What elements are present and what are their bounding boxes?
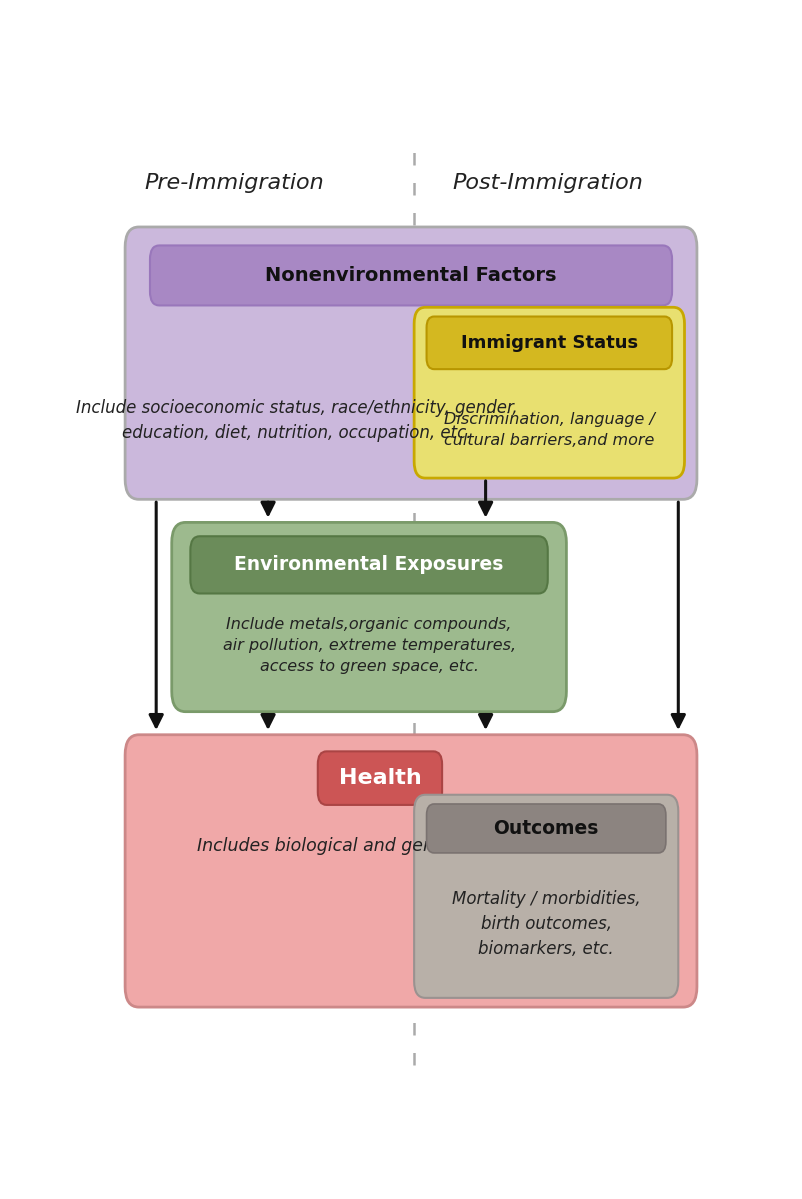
Text: Immigrant Status: Immigrant Status [461,333,638,351]
Text: Nonenvironmental Factors: Nonenvironmental Factors [265,266,557,285]
Text: Pre-Immigration: Pre-Immigration [144,173,324,193]
Text: Outcomes: Outcomes [493,819,599,838]
Text: Post-Immigration: Post-Immigration [452,173,643,193]
Text: Includes biological and genetic risk factors: Includes biological and genetic risk fac… [197,837,568,855]
Text: Mortality / morbidities,
birth outcomes,
biomarkers, etc.: Mortality / morbidities, birth outcomes,… [452,890,641,958]
Text: Include metals,organic compounds,
air pollution, extreme temperatures,
access to: Include metals,organic compounds, air po… [222,616,516,674]
Text: Discrimination, language /
cultural barriers,and more: Discrimination, language / cultural barr… [444,412,654,448]
FancyBboxPatch shape [172,523,566,712]
Text: Health: Health [338,769,421,788]
FancyBboxPatch shape [318,752,442,805]
Text: Include socioeconomic status, race/ethnicity, gender,
education, diet, nutrition: Include socioeconomic status, race/ethni… [76,399,517,442]
FancyBboxPatch shape [414,307,685,478]
FancyBboxPatch shape [414,795,678,998]
FancyBboxPatch shape [427,317,672,369]
FancyBboxPatch shape [150,246,672,306]
Text: Environmental Exposures: Environmental Exposures [234,555,504,574]
FancyBboxPatch shape [427,805,666,852]
FancyBboxPatch shape [125,735,697,1007]
FancyBboxPatch shape [125,227,697,499]
FancyBboxPatch shape [190,536,548,594]
